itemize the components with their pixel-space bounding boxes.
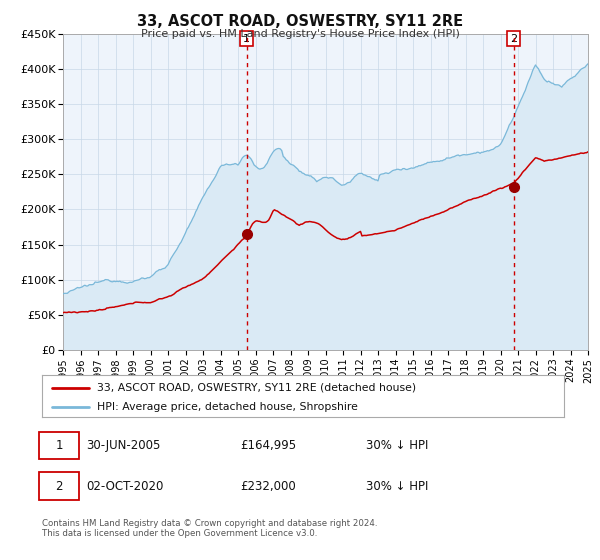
Text: 1: 1 — [55, 439, 63, 452]
Text: 02-OCT-2020: 02-OCT-2020 — [86, 479, 164, 493]
Text: This data is licensed under the Open Government Licence v3.0.: This data is licensed under the Open Gov… — [42, 529, 317, 538]
Text: 30% ↓ HPI: 30% ↓ HPI — [365, 439, 428, 452]
Text: 33, ASCOT ROAD, OSWESTRY, SY11 2RE: 33, ASCOT ROAD, OSWESTRY, SY11 2RE — [137, 14, 463, 29]
Text: £164,995: £164,995 — [241, 439, 296, 452]
FancyBboxPatch shape — [40, 472, 79, 500]
Text: Price paid vs. HM Land Registry's House Price Index (HPI): Price paid vs. HM Land Registry's House … — [140, 29, 460, 39]
Text: 33, ASCOT ROAD, OSWESTRY, SY11 2RE (detached house): 33, ASCOT ROAD, OSWESTRY, SY11 2RE (deta… — [97, 383, 416, 393]
FancyBboxPatch shape — [40, 432, 79, 459]
Text: HPI: Average price, detached house, Shropshire: HPI: Average price, detached house, Shro… — [97, 402, 358, 412]
Text: 30% ↓ HPI: 30% ↓ HPI — [365, 479, 428, 493]
Text: 2: 2 — [55, 479, 63, 493]
Text: Contains HM Land Registry data © Crown copyright and database right 2024.: Contains HM Land Registry data © Crown c… — [42, 519, 377, 528]
Text: £232,000: £232,000 — [241, 479, 296, 493]
Text: 30-JUN-2005: 30-JUN-2005 — [86, 439, 161, 452]
Text: 1: 1 — [243, 34, 250, 44]
Text: 2: 2 — [510, 34, 517, 44]
